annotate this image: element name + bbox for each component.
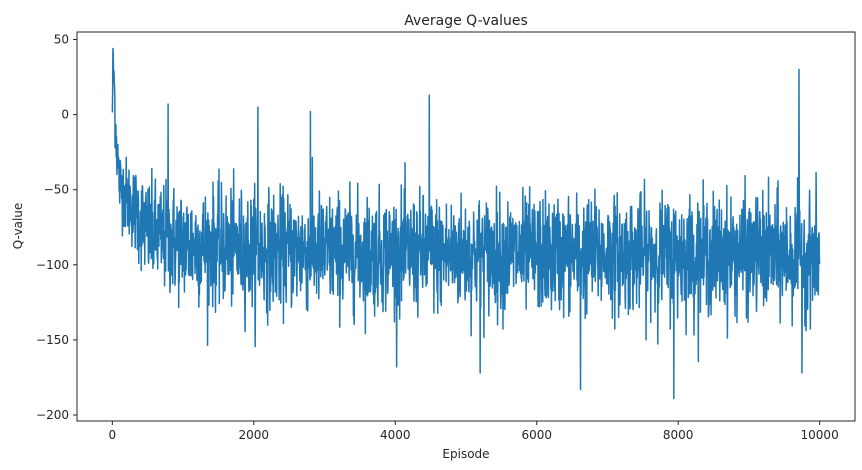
y-tick-label: −200 bbox=[36, 408, 69, 422]
x-tick-label: 4000 bbox=[380, 428, 411, 442]
y-axis: 50 0 −50 −100 −150 −200 bbox=[36, 33, 77, 422]
x-tick-label: 8000 bbox=[663, 428, 694, 442]
q-value-series-line bbox=[111, 47, 821, 400]
x-axis-title: Episode bbox=[442, 447, 489, 461]
series-layer bbox=[111, 47, 821, 400]
y-tick-label: 0 bbox=[61, 108, 69, 122]
plot-frame bbox=[76, 31, 856, 422]
chart-title: Average Q-values bbox=[404, 13, 528, 29]
x-tick-label: 0 bbox=[109, 428, 117, 442]
y-tick-label: −100 bbox=[36, 258, 69, 272]
x-tick-label: 6000 bbox=[521, 428, 552, 442]
y-tick-label: −150 bbox=[36, 333, 69, 347]
y-tick-label: 50 bbox=[54, 33, 69, 47]
x-axis: 0 2000 4000 6000 8000 10000 bbox=[109, 421, 839, 442]
y-axis-title: Q-value bbox=[11, 203, 25, 250]
x-tick-label: 10000 bbox=[801, 428, 839, 442]
y-tick-label: −50 bbox=[44, 183, 69, 197]
x-tick-label: 2000 bbox=[239, 428, 270, 442]
